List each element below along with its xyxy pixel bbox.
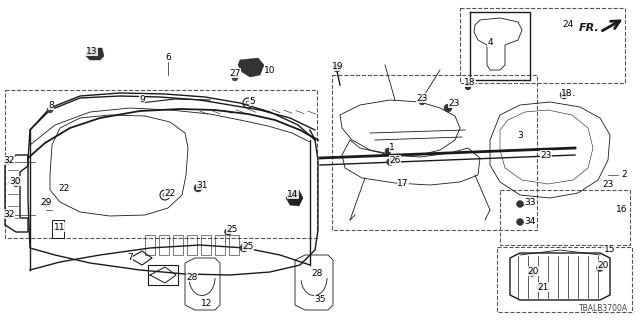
Text: 5: 5 (249, 97, 255, 106)
Text: 25: 25 (227, 225, 237, 234)
Text: 28: 28 (186, 273, 198, 282)
Text: 19: 19 (332, 61, 344, 70)
Circle shape (232, 75, 238, 81)
Text: 20: 20 (527, 267, 539, 276)
Bar (215, 235, 225, 255)
Polygon shape (238, 58, 264, 77)
Bar (159, 235, 169, 255)
Text: 23: 23 (540, 150, 552, 159)
Text: FR.: FR. (579, 23, 600, 33)
Bar (460, 8, 625, 83)
Circle shape (333, 64, 341, 72)
Text: 7: 7 (127, 252, 133, 261)
Circle shape (529, 269, 536, 276)
Bar (500, 190, 630, 245)
Text: 17: 17 (397, 179, 409, 188)
Text: 6: 6 (165, 52, 171, 61)
Bar (52, 220, 64, 238)
Circle shape (43, 201, 49, 207)
Circle shape (13, 181, 19, 187)
Text: 9: 9 (139, 94, 145, 103)
Bar (229, 235, 239, 255)
Text: 11: 11 (54, 222, 66, 231)
Bar (332, 75, 537, 230)
Text: 27: 27 (229, 68, 241, 77)
Circle shape (47, 107, 53, 113)
Text: 28: 28 (311, 269, 323, 278)
Circle shape (516, 219, 524, 226)
Polygon shape (286, 190, 303, 206)
Text: 35: 35 (314, 295, 326, 305)
Text: 33: 33 (524, 197, 536, 206)
Circle shape (537, 284, 543, 290)
Text: 26: 26 (389, 156, 401, 164)
Text: 23: 23 (416, 93, 428, 102)
Circle shape (444, 104, 452, 112)
Bar (145, 235, 155, 255)
Text: 22: 22 (164, 188, 175, 197)
Text: 32: 32 (3, 156, 15, 164)
Text: 32: 32 (3, 210, 15, 219)
Text: 3: 3 (517, 131, 523, 140)
Text: 34: 34 (524, 217, 536, 226)
Text: 8: 8 (48, 100, 54, 109)
Bar (497, 247, 632, 312)
Text: 4: 4 (487, 37, 493, 46)
Text: 23: 23 (448, 99, 460, 108)
Circle shape (385, 148, 391, 154)
Text: 23: 23 (602, 180, 614, 188)
Text: 18: 18 (464, 77, 476, 86)
Text: 12: 12 (202, 299, 212, 308)
Circle shape (560, 91, 568, 99)
Circle shape (465, 84, 471, 90)
Circle shape (194, 184, 202, 192)
Bar (5, 90, 317, 238)
Circle shape (516, 201, 524, 207)
Text: 15: 15 (604, 244, 616, 253)
Circle shape (387, 158, 394, 165)
Text: 18: 18 (561, 89, 573, 98)
Text: 20: 20 (597, 260, 609, 269)
Circle shape (225, 228, 232, 236)
Text: 31: 31 (196, 180, 208, 189)
Text: 30: 30 (9, 177, 20, 186)
Circle shape (5, 159, 11, 165)
Circle shape (596, 265, 604, 271)
Text: 14: 14 (287, 189, 299, 198)
Circle shape (419, 99, 425, 105)
Bar (173, 235, 183, 255)
Text: TBALB3700A: TBALB3700A (579, 304, 628, 313)
Circle shape (5, 212, 11, 218)
Text: 13: 13 (86, 46, 98, 55)
Text: 29: 29 (40, 197, 52, 206)
Circle shape (240, 244, 248, 252)
Text: 22: 22 (58, 183, 70, 193)
Text: 2: 2 (621, 170, 627, 179)
Text: 21: 21 (538, 283, 548, 292)
Text: 25: 25 (243, 242, 253, 251)
Text: 16: 16 (616, 204, 628, 213)
Text: 1: 1 (389, 142, 395, 151)
Polygon shape (86, 48, 104, 60)
Text: 24: 24 (563, 20, 573, 28)
Bar (148, 265, 178, 285)
Text: 10: 10 (264, 66, 276, 75)
Bar (187, 235, 197, 255)
Bar (201, 235, 211, 255)
